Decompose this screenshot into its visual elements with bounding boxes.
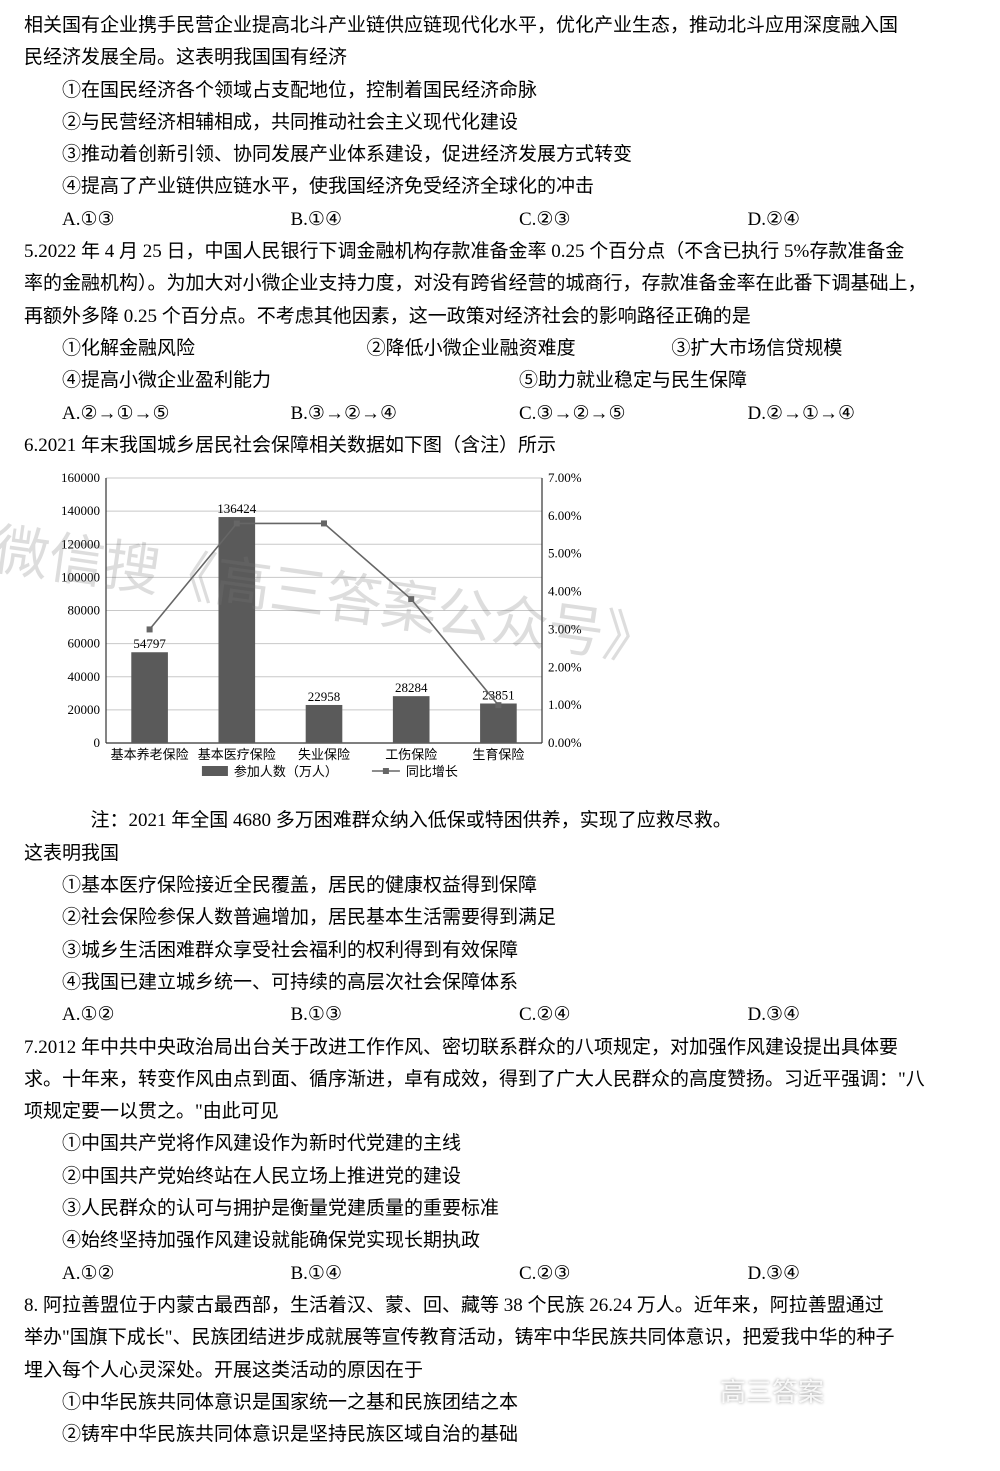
svg-text:140000: 140000 [61, 503, 100, 518]
q6-options: A.①② B.①③ C.②④ D.③④ [62, 999, 976, 1031]
q6-note: 注：2021 年全国 4680 多万困难群众纳入低保或特困供养，实现了应救尽救。 [91, 805, 977, 837]
q6-option-b[interactable]: B.①③ [291, 999, 520, 1031]
svg-text:生育保险: 生育保险 [472, 747, 524, 762]
svg-text:同比增长: 同比增长 [406, 764, 458, 779]
svg-text:基本养老保险: 基本养老保险 [111, 747, 189, 762]
q5-item-1: ①化解金融风险 [62, 333, 367, 365]
q5-item-5: ⑤助力就业稳定与民生保障 [519, 365, 976, 397]
svg-text:22958: 22958 [308, 689, 341, 704]
q8-stem-line3: 埋入每个人心灵深处。开展这类活动的原因在于 [24, 1355, 976, 1387]
q5-stem-line1: 5.2022 年 4 月 25 日，中国人民银行下调金融机构存款准备金率 0.2… [24, 236, 976, 268]
q8-item-1: ①中华民族共同体意识是国家统一之基和民族团结之本 [24, 1387, 976, 1419]
q8-item-2: ②铸牢中华民族共同体意识是坚持民族区域自治的基础 [24, 1419, 976, 1451]
q4-option-c[interactable]: C.②③ [519, 204, 748, 236]
svg-text:0: 0 [94, 735, 101, 750]
q8-stem-line2: 举办"国旗下成长"、民族团结进步成就展等宣传教育活动，铸牢中华民族共同体意识，把… [24, 1322, 976, 1354]
svg-text:80000: 80000 [68, 603, 101, 618]
q4-item-3: ③推动着创新引领、协同发展产业体系建设，促进经济发展方式转变 [24, 139, 976, 171]
svg-text:失业保险: 失业保险 [298, 747, 350, 762]
q4-option-b[interactable]: B.①④ [291, 204, 520, 236]
q6-item-4: ④我国已建立城乡统一、可持续的高层次社会保障体系 [24, 967, 976, 999]
q6-option-a[interactable]: A.①② [62, 999, 291, 1031]
svg-text:工伤保险: 工伤保险 [385, 747, 437, 762]
q6-lead: 这表明我国 [24, 838, 976, 870]
svg-text:28284: 28284 [395, 680, 428, 695]
svg-text:2.00%: 2.00% [548, 659, 582, 674]
svg-text:40000: 40000 [68, 669, 101, 684]
q6-chart: 0 20000 40000 60000 80000 100000 120000 140000 1… [44, 468, 976, 799]
svg-text:6.00%: 6.00% [548, 508, 582, 523]
q8-stem-line1: 8. 阿拉善盟位于内蒙古最西部，生活着汉、蒙、回、藏等 38 个民族 26.24… [24, 1290, 976, 1322]
q5-item-2: ②降低小微企业融资难度 [367, 333, 672, 365]
q7-stem-line3: 项规定要一以贯之。"由此可见 [24, 1096, 976, 1128]
q7-option-d[interactable]: D.③④ [748, 1258, 977, 1290]
svg-text:基本医疗保险: 基本医疗保险 [198, 747, 276, 762]
svg-text:1.00%: 1.00% [548, 697, 582, 712]
q4-item-4: ④提高了产业链供应链水平，使我国经济免受经济全球化的冲击 [24, 171, 976, 203]
q5-item-3: ③扩大市场信贷规模 [671, 333, 976, 365]
q5-stem-line3: 再额外多降 0.25 个百分点。不考虑其他因素，这一政策对经济社会的影响路径正确… [24, 301, 976, 333]
q5-options: A.②→①→⑤ B.③→②→④ C.③→②→⑤ D.②→①→④ [62, 398, 976, 430]
q6-chart-svg: 0 20000 40000 60000 80000 100000 120000 140000 1… [44, 468, 604, 788]
q7-stem-line2: 求。十年来，转变作风由点到面、循序渐进，卓有成效，得到了广大人民群众的高度赞扬。… [24, 1064, 976, 1096]
q7-item-2: ②中国共产党始终站在人民立场上推进党的建设 [24, 1161, 976, 1193]
svg-text:0.00%: 0.00% [548, 735, 582, 750]
q7-stem-line1: 7.2012 年中共中央政治局出台关于改进工作作风、密切联系群众的八项规定，对加… [24, 1032, 976, 1064]
svg-text:136424: 136424 [217, 501, 256, 516]
q4-option-a[interactable]: A.①③ [62, 204, 291, 236]
svg-text:54797: 54797 [133, 636, 166, 651]
q4-options: A.①③ B.①④ C.②③ D.②④ [62, 204, 976, 236]
q4-option-d[interactable]: D.②④ [748, 204, 977, 236]
svg-text:60000: 60000 [68, 636, 101, 651]
q6-option-d[interactable]: D.③④ [748, 999, 977, 1031]
q5-items-row1: ①化解金融风险 ②降低小微企业融资难度 ③扩大市场信贷规模 [62, 333, 976, 365]
svg-text:参加人数（万人）: 参加人数（万人） [234, 764, 338, 779]
svg-text:20000: 20000 [68, 702, 101, 717]
q5-items-row2: ④提高小微企业盈利能力 ⑤助力就业稳定与民生保障 [62, 365, 976, 397]
q7-option-a[interactable]: A.①② [62, 1258, 291, 1290]
svg-text:3.00%: 3.00% [548, 622, 582, 637]
svg-text:23851: 23851 [482, 688, 515, 703]
svg-text:7.00%: 7.00% [548, 470, 582, 485]
q5-option-a[interactable]: A.②→①→⑤ [62, 398, 291, 430]
q7-option-c[interactable]: C.②③ [519, 1258, 748, 1290]
q5-stem-line2: 率的金融机构）。为加大对小微企业支持力度，对没有跨省经营的城商行，存款准备金率在… [24, 268, 976, 300]
q4-item-2: ②与民营经济相辅相成，共同推动社会主义现代化建设 [24, 107, 976, 139]
q5-option-b[interactable]: B.③→②→④ [291, 398, 520, 430]
q7-item-3: ③人民群众的认可与拥护是衡量党建质量的重要标准 [24, 1193, 976, 1225]
q4-stem-line1: 相关国有企业携手民营企业提高北斗产业链供应链现代化水平，优化产业生态，推动北斗应… [24, 10, 976, 42]
q4-item-1: ①在国民经济各个领域占支配地位，控制着国民经济命脉 [24, 75, 976, 107]
svg-text:160000: 160000 [61, 470, 100, 485]
svg-text:100000: 100000 [61, 570, 100, 585]
svg-text:5.00%: 5.00% [548, 546, 582, 561]
q6-item-1: ①基本医疗保险接近全民覆盖，居民的健康权益得到保障 [24, 870, 976, 902]
q4-stem-line2: 民经济发展全局。这表明我国国有经济 [24, 42, 976, 74]
svg-text:4.00%: 4.00% [548, 584, 582, 599]
q7-options: A.①② B.①④ C.②③ D.③④ [62, 1258, 976, 1290]
q6-item-3: ③城乡生活困难群众享受社会福利的权利得到有效保障 [24, 935, 976, 967]
q7-item-1: ①中国共产党将作风建设作为新时代党建的主线 [24, 1128, 976, 1160]
q6-item-2: ②社会保险参保人数普遍增加，居民基本生活需要得到满足 [24, 902, 976, 934]
q7-item-4: ④始终坚持加强作风建设就能确保党实现长期执政 [24, 1225, 976, 1257]
q5-item-4: ④提高小微企业盈利能力 [62, 365, 519, 397]
q5-option-d[interactable]: D.②→①→④ [748, 398, 977, 430]
svg-text:120000: 120000 [61, 536, 100, 551]
q5-option-c[interactable]: C.③→②→⑤ [519, 398, 748, 430]
q6-stem: 6.2021 年末我国城乡居民社会保障相关数据如下图（含注）所示 [24, 430, 976, 462]
q6-option-c[interactable]: C.②④ [519, 999, 748, 1031]
q7-option-b[interactable]: B.①④ [291, 1258, 520, 1290]
